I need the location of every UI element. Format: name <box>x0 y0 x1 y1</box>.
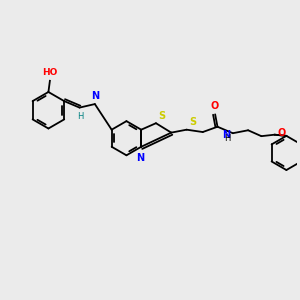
Text: N: N <box>136 153 144 163</box>
Text: S: S <box>158 111 165 121</box>
Text: O: O <box>278 128 286 138</box>
Text: H: H <box>224 134 230 143</box>
Text: N: N <box>222 130 230 140</box>
Text: HO: HO <box>42 68 58 77</box>
Text: O: O <box>210 101 219 111</box>
Text: S: S <box>189 117 196 127</box>
Text: H: H <box>76 112 83 121</box>
Text: N: N <box>91 91 99 100</box>
